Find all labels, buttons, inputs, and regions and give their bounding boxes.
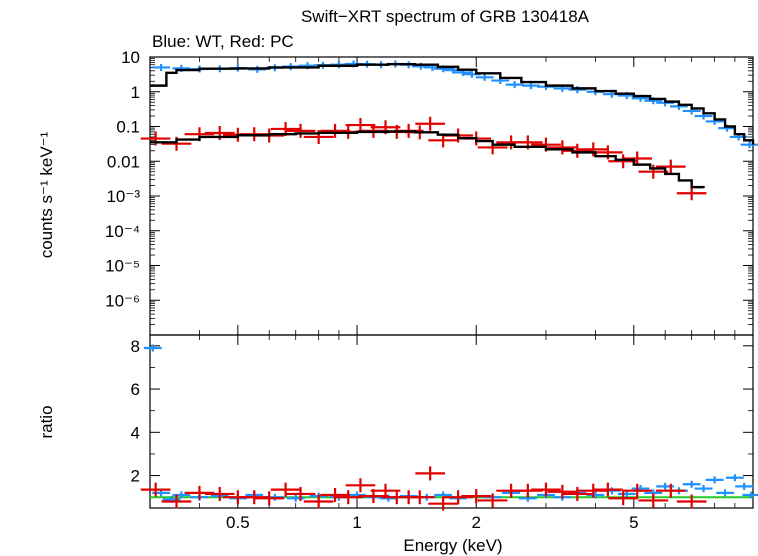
panel-spectrum: 10 1 0.1 0.01 10⁻³ 10⁻⁴ 10⁻⁵ 10⁻⁶ xyxy=(105,48,758,336)
data-point xyxy=(735,482,754,490)
data-point xyxy=(404,490,435,505)
data-point xyxy=(286,494,305,502)
data-point xyxy=(161,494,192,509)
data-point xyxy=(725,474,744,482)
data-point xyxy=(740,141,758,149)
data-point xyxy=(143,344,162,352)
x-tick-label: 0.5 xyxy=(226,513,250,532)
data-point xyxy=(204,486,235,501)
data-point xyxy=(608,491,639,506)
data-point xyxy=(461,489,492,504)
data-point xyxy=(562,143,593,158)
data-point xyxy=(345,118,376,133)
data-point xyxy=(254,491,285,506)
series-ratio-1 xyxy=(140,466,707,511)
y-axis-label-ratio: ratio xyxy=(37,405,56,438)
data-point xyxy=(547,140,578,155)
plot-layer: 10 1 0.1 0.01 10⁻³ 10⁻⁴ 10⁻⁵ 10⁻⁶ 2 4 6 8 0.5 1 2 5 xyxy=(105,48,758,532)
data-point xyxy=(505,81,524,89)
y-tick-label: 6 xyxy=(131,380,140,399)
data-point xyxy=(638,164,669,179)
data-point xyxy=(415,466,446,481)
data-point xyxy=(593,482,623,497)
model-line xyxy=(150,130,705,189)
model-line xyxy=(150,63,755,145)
y-tick-label: 2 xyxy=(131,467,140,486)
data-point xyxy=(562,486,593,501)
y-tick-label: 4 xyxy=(131,423,140,442)
data-point xyxy=(285,123,316,138)
data-point xyxy=(716,489,734,497)
y-tick-label: 0.01 xyxy=(107,152,140,171)
y-tick-label: 8 xyxy=(131,337,140,356)
data-point xyxy=(531,482,561,497)
data-point xyxy=(475,73,494,81)
data-point xyxy=(345,478,376,493)
x-axis-label: Energy (keV) xyxy=(403,536,502,555)
y-tick-label: 10⁻⁵ xyxy=(105,257,140,276)
panel-frame-ratio xyxy=(149,334,754,509)
data-point xyxy=(705,476,724,484)
chart-title: Swift−XRT spectrum of GRB 130418A xyxy=(301,7,590,26)
x-tick-label: 1 xyxy=(352,513,361,532)
series-ratio-0 xyxy=(143,344,758,503)
data-point xyxy=(676,186,707,201)
data-point xyxy=(655,483,686,498)
y-tick-label: 10 xyxy=(121,48,140,67)
y-axis-label-spectrum: counts s⁻¹ keV⁻¹ xyxy=(37,131,56,258)
x-tick-label: 5 xyxy=(629,513,638,532)
data-point xyxy=(622,483,653,498)
series-spectrum-1 xyxy=(140,116,707,201)
data-point xyxy=(655,159,686,174)
data-point xyxy=(522,82,540,90)
data-point xyxy=(622,151,653,166)
y-tick-label: 1 xyxy=(131,83,140,102)
y-tick-label: 10⁻⁴ xyxy=(105,222,140,241)
data-point xyxy=(742,491,758,499)
data-point xyxy=(140,482,171,497)
data-point xyxy=(320,488,350,503)
data-point xyxy=(270,482,301,497)
data-point xyxy=(694,485,713,493)
data-point xyxy=(547,484,578,499)
data-point xyxy=(285,486,316,501)
y-tick-label: 10⁻³ xyxy=(106,187,140,206)
data-point xyxy=(676,494,707,509)
y-tick-label: 0.1 xyxy=(116,118,140,137)
data-point xyxy=(477,493,508,508)
panel-ratio: 2 4 6 8 xyxy=(131,334,758,511)
data-point xyxy=(370,483,401,498)
x-tick-label: 2 xyxy=(472,513,481,532)
chart-subtitle: Blue: WT, Red: PC xyxy=(152,32,294,51)
data-point xyxy=(578,142,609,157)
data-point xyxy=(303,494,334,509)
y-tick-label: 10⁻⁶ xyxy=(105,291,140,310)
data-point xyxy=(333,490,364,505)
data-point xyxy=(152,63,171,71)
data-point xyxy=(682,480,701,488)
data-point xyxy=(415,116,446,131)
data-point xyxy=(638,493,669,508)
data-point xyxy=(428,496,459,511)
